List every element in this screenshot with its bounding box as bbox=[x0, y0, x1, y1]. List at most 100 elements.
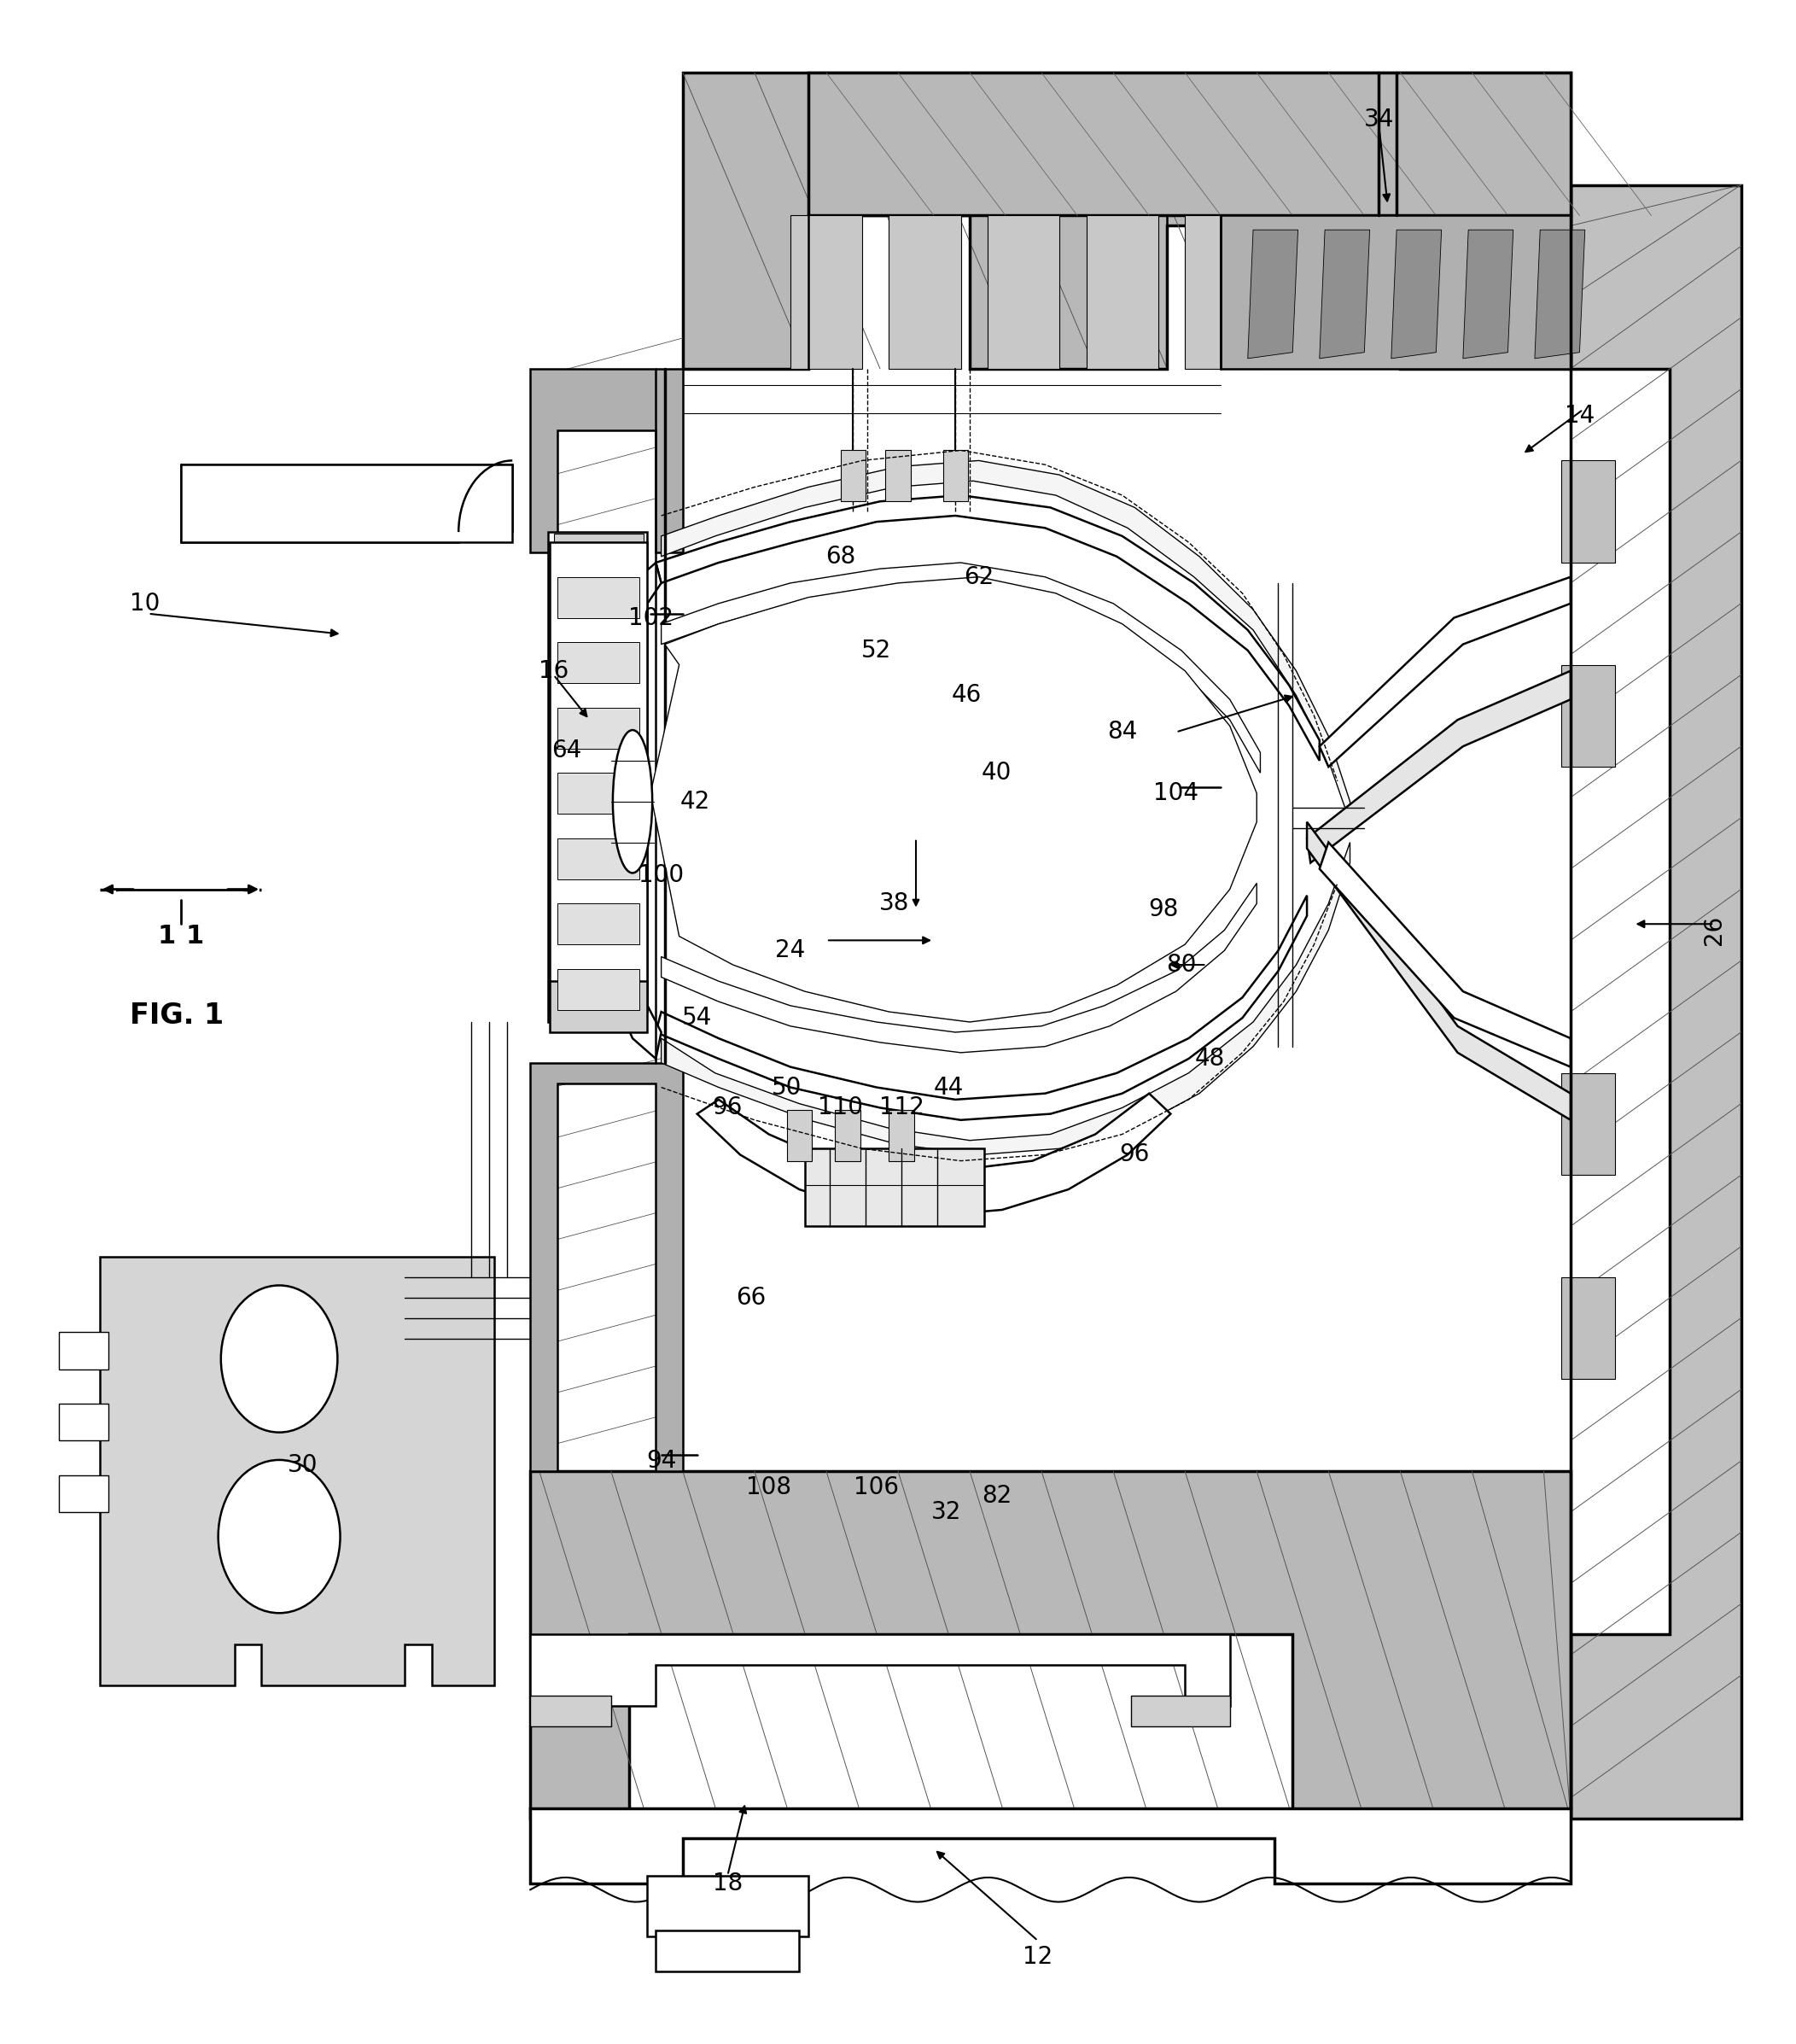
Bar bbox=[835, 1110, 860, 1161]
Text: 100: 100 bbox=[639, 863, 684, 887]
Ellipse shape bbox=[221, 1286, 338, 1433]
Polygon shape bbox=[530, 1063, 682, 1472]
Text: 68: 68 bbox=[826, 544, 855, 568]
Text: 18: 18 bbox=[713, 1872, 744, 1895]
Polygon shape bbox=[1464, 229, 1514, 358]
Text: 46: 46 bbox=[952, 683, 981, 707]
Bar bbox=[557, 707, 639, 748]
Polygon shape bbox=[682, 74, 1572, 368]
Polygon shape bbox=[550, 542, 647, 1012]
Bar bbox=[553, 717, 643, 762]
Polygon shape bbox=[661, 883, 1257, 1053]
Bar bbox=[943, 450, 968, 501]
Text: 30: 30 bbox=[287, 1453, 318, 1478]
Bar bbox=[841, 450, 866, 501]
Text: 94: 94 bbox=[647, 1449, 677, 1474]
Bar bbox=[553, 533, 643, 578]
Ellipse shape bbox=[612, 730, 652, 873]
Text: 12: 12 bbox=[1024, 1946, 1052, 1968]
Text: 24: 24 bbox=[776, 938, 805, 963]
Polygon shape bbox=[1185, 215, 1257, 368]
Bar bbox=[1563, 664, 1615, 766]
Polygon shape bbox=[661, 562, 1261, 773]
Text: 44: 44 bbox=[934, 1075, 963, 1100]
Text: 52: 52 bbox=[862, 638, 891, 662]
Polygon shape bbox=[530, 1635, 1230, 1707]
Bar bbox=[557, 773, 639, 814]
Text: 26: 26 bbox=[1703, 916, 1726, 944]
Text: 80: 80 bbox=[1166, 953, 1196, 977]
Polygon shape bbox=[1392, 229, 1442, 358]
Text: 106: 106 bbox=[853, 1476, 900, 1500]
Polygon shape bbox=[656, 895, 1307, 1120]
Bar bbox=[557, 642, 639, 683]
Bar bbox=[787, 1110, 812, 1161]
Text: 16: 16 bbox=[539, 658, 569, 683]
Polygon shape bbox=[988, 215, 1060, 368]
Text: 1: 1 bbox=[156, 924, 176, 948]
Text: 62: 62 bbox=[964, 564, 993, 589]
Bar bbox=[550, 981, 647, 1032]
Bar bbox=[1563, 1073, 1615, 1175]
Text: 84: 84 bbox=[1106, 719, 1137, 744]
Bar bbox=[1563, 1278, 1615, 1380]
Polygon shape bbox=[790, 215, 862, 368]
Polygon shape bbox=[1320, 576, 1572, 766]
Text: 82: 82 bbox=[982, 1484, 1011, 1508]
Polygon shape bbox=[661, 460, 1351, 822]
Text: 38: 38 bbox=[880, 891, 909, 916]
Polygon shape bbox=[1320, 229, 1370, 358]
Polygon shape bbox=[805, 1149, 984, 1226]
Text: 32: 32 bbox=[932, 1500, 961, 1525]
Polygon shape bbox=[1572, 184, 1740, 1819]
Bar bbox=[181, 464, 512, 542]
Text: 42: 42 bbox=[681, 789, 711, 814]
Text: 96: 96 bbox=[1119, 1143, 1149, 1167]
Polygon shape bbox=[607, 562, 661, 1059]
Bar bbox=[553, 840, 643, 885]
Bar bbox=[889, 1110, 914, 1161]
Bar bbox=[656, 1930, 799, 1970]
Ellipse shape bbox=[219, 1459, 339, 1613]
Text: 1: 1 bbox=[185, 924, 205, 948]
Polygon shape bbox=[1307, 670, 1572, 863]
Text: 108: 108 bbox=[747, 1476, 792, 1500]
Polygon shape bbox=[650, 576, 1257, 1022]
Polygon shape bbox=[530, 1472, 1572, 1819]
Polygon shape bbox=[548, 531, 647, 1022]
Polygon shape bbox=[101, 1257, 494, 1686]
Bar bbox=[553, 595, 643, 640]
Bar bbox=[59, 1333, 110, 1369]
Polygon shape bbox=[808, 74, 1572, 215]
Bar bbox=[557, 969, 639, 1010]
Text: 104: 104 bbox=[1153, 781, 1198, 805]
Polygon shape bbox=[656, 495, 1320, 760]
Bar bbox=[553, 779, 643, 824]
Polygon shape bbox=[1307, 822, 1572, 1120]
Polygon shape bbox=[697, 1094, 1171, 1216]
Bar bbox=[553, 901, 643, 946]
Text: 48: 48 bbox=[1194, 1047, 1225, 1071]
Bar bbox=[59, 1476, 110, 1513]
Polygon shape bbox=[661, 842, 1351, 1155]
Bar bbox=[1563, 460, 1615, 562]
Polygon shape bbox=[530, 368, 682, 552]
Polygon shape bbox=[1221, 215, 1572, 368]
Text: 50: 50 bbox=[772, 1075, 801, 1100]
Bar bbox=[553, 963, 643, 1008]
Text: 10: 10 bbox=[129, 591, 160, 615]
Bar bbox=[557, 903, 639, 944]
Bar bbox=[885, 450, 911, 501]
Polygon shape bbox=[1087, 215, 1158, 368]
Text: 34: 34 bbox=[1363, 108, 1394, 131]
Text: 98: 98 bbox=[1148, 897, 1178, 922]
Bar bbox=[530, 1697, 611, 1727]
Text: FIG. 1: FIG. 1 bbox=[129, 1002, 224, 1030]
Polygon shape bbox=[889, 215, 961, 368]
Text: 66: 66 bbox=[736, 1286, 765, 1310]
Bar bbox=[1131, 1697, 1230, 1727]
Text: 102: 102 bbox=[629, 605, 674, 630]
Text: 110: 110 bbox=[817, 1096, 864, 1120]
Bar bbox=[557, 838, 639, 879]
Text: 54: 54 bbox=[682, 1006, 713, 1030]
